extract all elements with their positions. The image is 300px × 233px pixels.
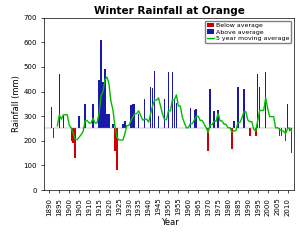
Bar [106,114,108,128]
Bar [70,128,72,141]
Bar [289,128,290,131]
Bar [98,80,100,128]
Bar [287,104,288,128]
Bar [144,99,146,128]
Bar [73,128,74,143]
Bar [237,87,238,128]
Title: Winter Rainfall at Orange: Winter Rainfall at Orange [94,6,245,16]
Bar [100,40,102,128]
Bar [104,69,106,128]
Bar [63,116,64,128]
Bar [124,121,126,128]
Bar [265,72,266,128]
Bar [233,121,235,128]
Bar [209,89,211,128]
Bar [174,100,175,128]
Bar [285,128,286,141]
Bar [138,114,140,128]
Bar [231,128,233,149]
Bar [150,87,152,128]
Bar [207,128,209,151]
Bar [257,74,259,128]
Bar [176,103,177,128]
Bar [152,88,153,128]
Bar [116,128,118,170]
X-axis label: Year: Year [160,219,178,227]
Bar [281,128,282,136]
Bar [74,128,76,158]
Bar [249,128,250,136]
Bar [194,110,195,128]
Bar [243,89,244,128]
Y-axis label: Rainfall (mm): Rainfall (mm) [12,75,21,132]
Bar [51,107,52,128]
Bar [279,128,280,136]
Bar [112,123,114,128]
Bar [84,104,86,128]
Bar [108,114,110,128]
Bar [58,74,60,128]
Legend: Below average, Above average, 5 year moving average: Below average, Above average, 5 year mov… [205,21,291,43]
Bar [130,105,131,128]
Bar [78,116,80,128]
Bar [92,104,94,128]
Bar [114,128,116,151]
Bar [132,104,134,128]
Bar [122,123,124,128]
Bar [217,110,219,128]
Bar [168,72,169,128]
Bar [255,128,256,136]
Bar [196,109,197,128]
Bar [291,128,292,153]
Bar [172,72,173,128]
Bar [164,99,165,128]
Bar [53,128,54,138]
Bar [154,71,155,128]
Bar [213,111,215,128]
Bar [134,104,136,128]
Bar [190,108,191,128]
Bar [102,82,104,128]
Bar [158,116,159,128]
Bar [259,87,260,128]
